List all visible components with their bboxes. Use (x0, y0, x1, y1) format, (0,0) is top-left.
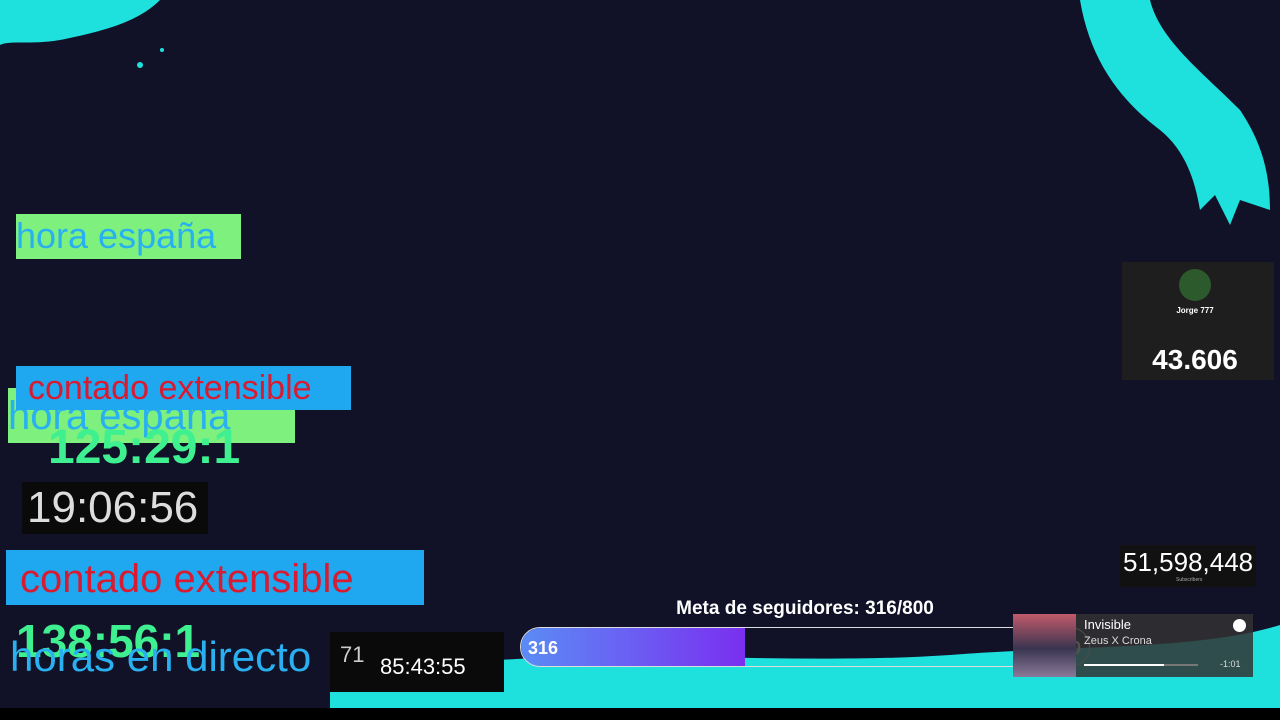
profile-card: Jorge 777 43.606 (1122, 262, 1274, 380)
subscriber-count: 51,598,448 (1123, 547, 1254, 577)
counter: 138:56:1 (16, 615, 201, 667)
song-progress (1084, 664, 1198, 666)
partial-count: 71 (340, 642, 365, 667)
album-art (1013, 614, 1076, 677)
song-remaining: -1:01 (1220, 659, 1241, 669)
live-label: horas en directo (10, 633, 312, 680)
live-timer: 85:43:55 (380, 654, 466, 679)
subscriber-label: Subscribers (1176, 577, 1203, 583)
avatar (1179, 269, 1211, 301)
clock: 19:06:56 (22, 482, 208, 534)
goal-fill (521, 628, 746, 666)
label: hora españa (16, 215, 217, 256)
goal-current: 316 (528, 638, 559, 658)
music-card: Invisible Zeus X Crona -1:01 (1013, 614, 1253, 677)
label: contado extensible (28, 369, 312, 407)
subscriber-box: 51,598,448 Subscribers (1120, 545, 1256, 587)
song-artist: Zeus X Crona (1084, 635, 1152, 647)
profile-count: 43.606 (1152, 344, 1238, 375)
profile-name: Jorge 777 (1176, 306, 1214, 315)
counter-label-box: contado extensible (16, 366, 351, 410)
counter-label-box: contado extensible (6, 550, 424, 605)
label: contado extensible (20, 557, 354, 601)
spotify-icon (1233, 619, 1246, 632)
clock-text: 19:06:56 (27, 483, 199, 532)
song-title: Invisible (1084, 617, 1131, 632)
live-timer-box: 71 85:43:55 (330, 632, 504, 692)
goal-bar: 316 800 (520, 627, 1090, 667)
counter: 125:29:1 (48, 421, 241, 474)
label-box: hora españa (16, 214, 241, 259)
goal-title: Meta de seguidores: 316/800 (676, 598, 934, 619)
